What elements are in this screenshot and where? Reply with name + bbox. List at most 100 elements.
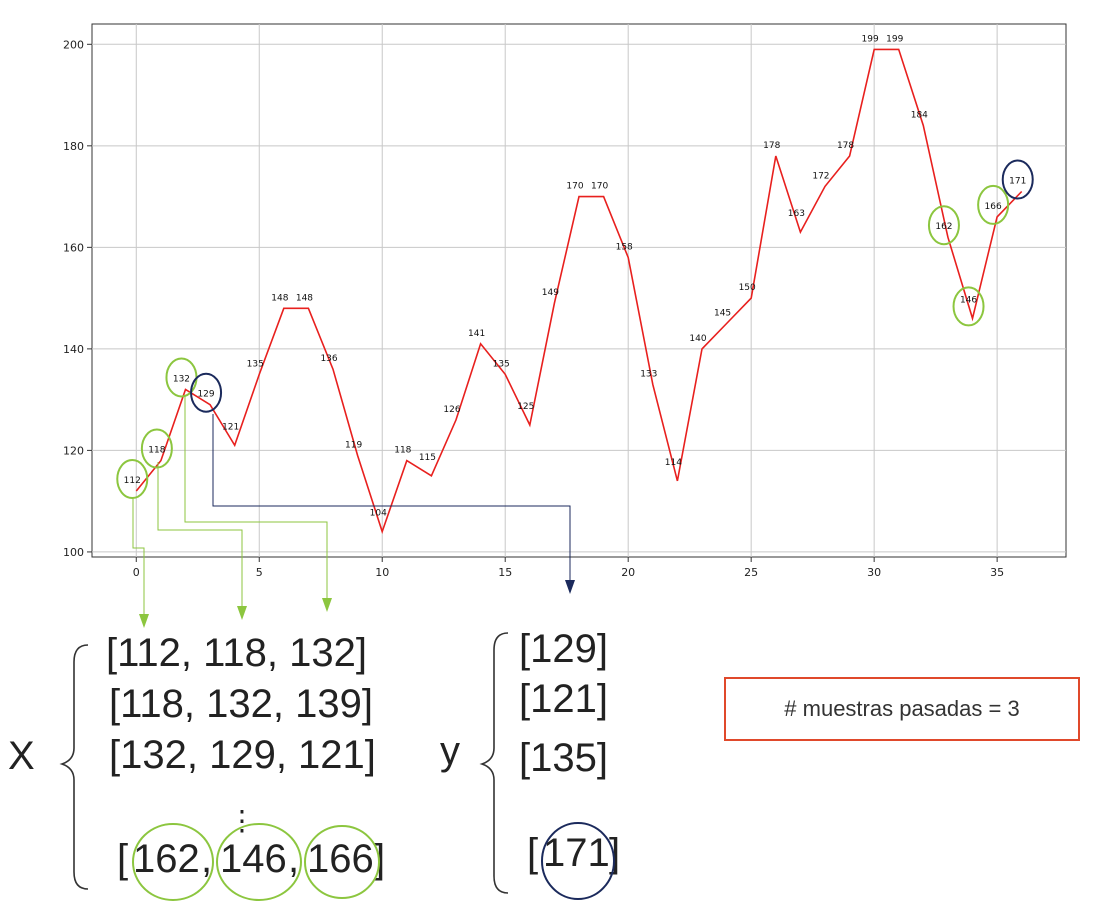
y-last-row-close: ]: [609, 831, 620, 875]
point-label: 125: [517, 402, 534, 412]
point-labels: 112 118 132 129 121 135 148 148 136 119 104 118 115 1…: [124, 34, 1027, 518]
x-tick-labels: 0 5 10 15 20 25 30 35: [133, 557, 1004, 579]
input-highlight-circle: [977, 184, 1010, 225]
connector-112-arrow: [139, 614, 149, 628]
plot-frame: [91, 23, 1067, 558]
connector-129-arrow: [565, 580, 575, 594]
point-label: 171: [1009, 177, 1026, 187]
point-label: 118: [148, 446, 165, 456]
y-tick-label: 160: [63, 241, 84, 254]
series-line: [135, 48, 1023, 535]
connector-118-arrow: [237, 606, 247, 620]
y-vector-label: y: [440, 729, 460, 773]
point-label: 135: [247, 359, 264, 369]
x-tick-label: 30: [867, 566, 881, 579]
point-label: 170: [591, 182, 608, 192]
x-row-1: [112, 118, 132]: [106, 631, 367, 675]
point-label: 121: [222, 422, 239, 432]
point-label: 135: [493, 359, 510, 369]
input-highlight-circle: [140, 428, 173, 469]
input-highlight-circle: [952, 286, 985, 327]
connector-132-arrow: [322, 598, 332, 612]
point-label: 166: [985, 202, 1002, 212]
point-label: 145: [714, 308, 731, 318]
x-tick-label: 5: [256, 566, 263, 579]
x-last-comma-2: ,: [288, 837, 299, 881]
point-label: 148: [296, 293, 313, 303]
connector-118: [157, 462, 243, 614]
lookback-note-text: # muestras pasadas = 3: [784, 696, 1020, 721]
point-label: 115: [419, 453, 436, 463]
point-label: 172: [812, 171, 829, 181]
y-tick-label: 100: [63, 546, 84, 559]
x-tick-label: 35: [990, 566, 1004, 579]
y-tick-label: 120: [63, 444, 84, 457]
point-label: 132: [173, 374, 190, 384]
x-last-value-2: 146: [220, 837, 287, 881]
x-tick-label: 20: [621, 566, 635, 579]
y-row-1: [129]: [519, 627, 608, 671]
target-highlight-circle: [190, 372, 223, 413]
highlight-circles: [116, 159, 1034, 500]
x-tick-label: 15: [498, 566, 512, 579]
x-last-value-1: 162: [133, 837, 200, 881]
x-row-3: [132, 129, 121]: [109, 733, 376, 777]
y-last-circle: [541, 822, 615, 900]
x-last-circle-1: [132, 823, 214, 901]
x-last-value-3: 166: [307, 837, 374, 881]
connector-132: [184, 396, 328, 604]
point-label: 136: [320, 354, 337, 364]
y-last-value: 171: [543, 831, 610, 875]
point-label: 149: [542, 288, 559, 298]
point-label: 133: [640, 369, 657, 379]
point-label: 119: [345, 440, 362, 450]
point-label: 162: [935, 222, 952, 232]
point-label: 112: [124, 476, 141, 486]
x-tick-label: 0: [133, 566, 140, 579]
y-tick-label: 140: [63, 343, 84, 356]
point-label: 104: [370, 509, 387, 519]
point-label: 199: [862, 34, 879, 44]
x-tick-label: 25: [744, 566, 758, 579]
lookback-note: # muestras pasadas = 3: [724, 677, 1080, 741]
point-label: 163: [788, 209, 805, 219]
target-highlight-circle: [1001, 159, 1034, 200]
x-last-comma-1: ,: [201, 837, 212, 881]
connector-112: [132, 498, 145, 622]
x-matrix-label: X: [8, 734, 35, 778]
input-highlight-circle: [116, 459, 149, 500]
y-row-3: [135]: [519, 736, 608, 780]
y-brace: [479, 632, 509, 894]
point-label: 150: [739, 283, 756, 293]
point-label: 126: [443, 405, 460, 415]
gridlines: [92, 24, 1066, 557]
point-label: 118: [394, 446, 411, 456]
point-label: 146: [960, 295, 977, 305]
point-label: 199: [886, 34, 903, 44]
x-row-2: [118, 132, 139]: [109, 682, 373, 726]
point-label: 178: [837, 141, 854, 151]
point-label: 184: [911, 111, 928, 121]
point-label: 129: [197, 390, 214, 400]
point-label: 170: [566, 182, 583, 192]
line-chart: 0 5 10 15 20 25 30 35 100 120 140 160 180 200 112 118…: [63, 23, 1067, 579]
input-highlight-circle: [927, 205, 960, 246]
y-tick-label: 180: [63, 140, 84, 153]
x-last-circle-3: [304, 825, 380, 899]
y-tick-label: 200: [63, 38, 84, 51]
y-tick-labels: 100 120 140 160 180 200: [63, 38, 92, 559]
connectors: [132, 396, 575, 628]
point-label: 178: [763, 141, 780, 151]
connector-129: [212, 414, 571, 587]
x-tick-label: 10: [375, 566, 389, 579]
point-label: 114: [665, 458, 682, 468]
point-label: 140: [689, 334, 706, 344]
point-label: 141: [468, 329, 485, 339]
y-last-row-open: [: [527, 831, 538, 875]
y-row-2: [121]: [519, 677, 608, 721]
x-brace: [59, 644, 89, 890]
point-label: 158: [616, 243, 633, 253]
point-label: 148: [271, 293, 288, 303]
windowing-annotation: X [112, 118, 132] [118, 132, 139] [132, …: [8, 627, 620, 901]
